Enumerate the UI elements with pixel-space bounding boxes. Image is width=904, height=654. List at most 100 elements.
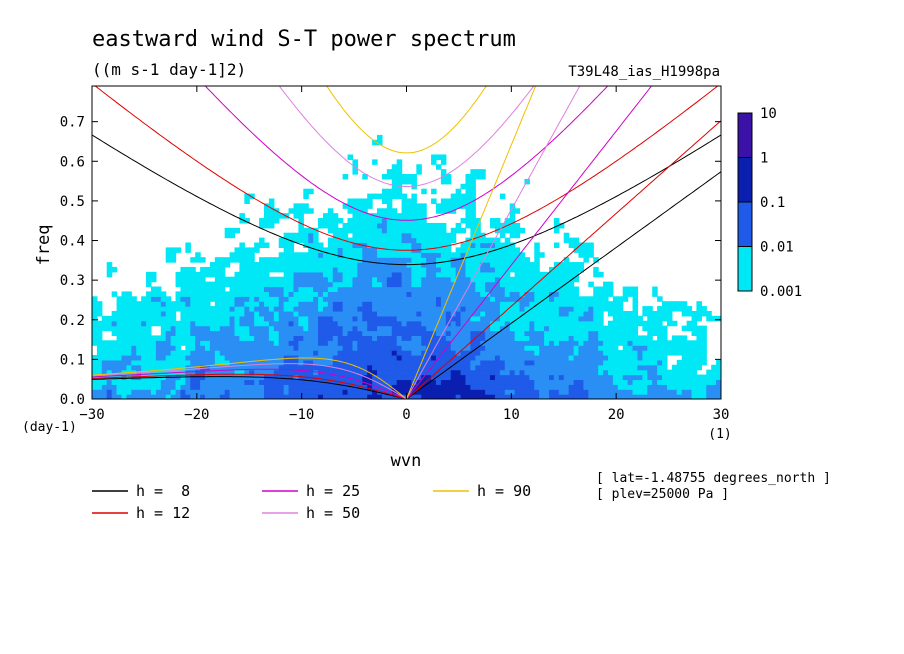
heatmap-cell — [347, 340, 354, 346]
heatmap-cell — [607, 286, 614, 293]
heatmap-cell — [386, 320, 393, 327]
heatmap-cell — [632, 364, 639, 371]
heatmap-cell — [657, 310, 663, 317]
heatmap-cell — [327, 384, 334, 390]
heatmap-cell — [259, 306, 265, 312]
heatmap-cell — [254, 369, 260, 376]
heatmap-cell — [268, 394, 275, 399]
heatmap-cell — [372, 325, 378, 332]
heatmap-cell — [431, 369, 437, 376]
heatmap-cell — [239, 281, 245, 288]
heatmap-cell — [278, 325, 285, 332]
heatmap-cell — [553, 384, 560, 390]
heatmap-cell — [386, 188, 393, 195]
heatmap-cell — [372, 374, 378, 381]
heatmap-cell — [327, 291, 334, 297]
heatmap-cell — [593, 330, 599, 337]
heatmap-cell — [435, 271, 442, 278]
heatmap-cell — [101, 320, 108, 327]
heatmap-cell — [283, 266, 290, 273]
heatmap-cell — [593, 394, 599, 399]
heatmap-cell — [573, 394, 580, 399]
heatmap-cell — [598, 384, 604, 390]
heatmap-cell — [372, 139, 378, 146]
heatmap-cell — [263, 394, 270, 399]
heatmap-cell — [308, 350, 314, 356]
heatmap-cell — [583, 301, 589, 307]
heatmap-cell — [514, 208, 521, 214]
heatmap-cell — [146, 325, 152, 332]
heatmap-cell — [450, 394, 457, 399]
heatmap-cell — [499, 291, 506, 297]
heatmap-cell — [263, 325, 270, 332]
heatmap-cell — [445, 310, 452, 317]
heatmap-cell — [298, 296, 304, 302]
heatmap-cell — [465, 266, 471, 273]
heatmap-cell — [386, 193, 393, 200]
heatmap-cell — [662, 359, 668, 366]
heatmap-cell — [244, 193, 250, 200]
heatmap-cell — [647, 359, 653, 366]
heatmap-cell — [347, 320, 354, 327]
heatmap-cell — [155, 369, 162, 376]
heatmap-cell — [706, 369, 712, 376]
heatmap-cell — [716, 315, 721, 322]
heatmap-cell — [342, 301, 349, 307]
heatmap-cell — [386, 364, 393, 371]
heatmap-cell — [637, 340, 643, 346]
heatmap-cell — [150, 296, 157, 302]
heatmap-cell — [549, 306, 555, 312]
heatmap-cell — [406, 340, 413, 346]
heatmap-cell — [593, 374, 599, 381]
heatmap-cell — [416, 384, 422, 390]
heatmap-cell — [460, 345, 467, 351]
heatmap-cell — [160, 359, 167, 366]
heatmap-cell — [146, 345, 152, 351]
heatmap-cell — [706, 384, 712, 390]
heatmap-cell — [666, 384, 673, 390]
heatmap-cell — [126, 310, 132, 317]
heatmap-cell — [490, 379, 496, 385]
heatmap-cell — [126, 296, 132, 302]
heatmap-cell — [126, 364, 132, 371]
heatmap-cell — [598, 335, 604, 341]
heatmap-cell — [657, 359, 663, 366]
heatmap-cell — [494, 394, 501, 399]
heatmap-cell — [185, 276, 191, 283]
heatmap-cell — [131, 335, 137, 341]
heatmap-cell — [175, 330, 182, 337]
heatmap-cell — [553, 306, 560, 312]
heatmap-cell — [273, 330, 280, 337]
heatmap-cell — [578, 262, 584, 268]
heatmap-cell — [111, 320, 118, 327]
heatmap-cell — [421, 350, 427, 356]
heatmap-cell — [239, 389, 245, 395]
heatmap-cell — [465, 345, 471, 351]
heatmap-cell — [426, 232, 432, 239]
heatmap-cell — [313, 271, 319, 278]
heatmap-cell — [136, 350, 142, 356]
heatmap-cell — [268, 369, 275, 376]
heatmap-cell — [662, 389, 668, 395]
heatmap-cell — [445, 301, 452, 307]
heatmap-cell — [588, 374, 594, 381]
heatmap-cell — [401, 296, 408, 302]
heatmap-cell — [416, 389, 422, 395]
heatmap-cell — [372, 266, 378, 273]
heatmap-cell — [514, 310, 521, 317]
heatmap-cell — [455, 276, 462, 283]
heatmap-cell — [401, 325, 408, 332]
heatmap-cell — [332, 301, 339, 307]
heatmap-cell — [332, 320, 339, 327]
heatmap-cell — [298, 335, 304, 341]
heatmap-cell — [431, 237, 437, 244]
heatmap-cell — [92, 335, 98, 341]
heatmap-cell — [150, 345, 157, 351]
heatmap-cell — [411, 340, 417, 346]
heatmap-cell — [494, 286, 501, 293]
heatmap-cell — [200, 345, 206, 351]
heatmap-cell — [563, 389, 570, 395]
heatmap-cell — [440, 374, 447, 381]
heatmap-cell — [298, 364, 304, 371]
heatmap-cell — [200, 369, 206, 376]
